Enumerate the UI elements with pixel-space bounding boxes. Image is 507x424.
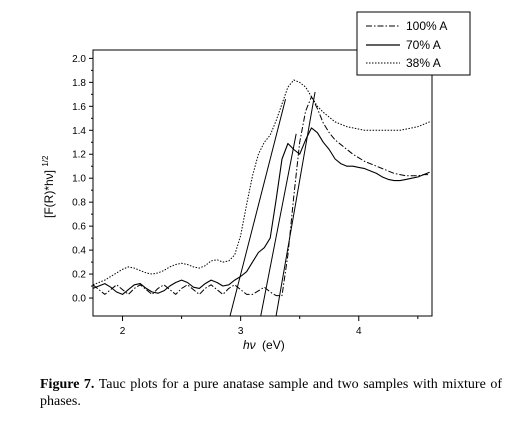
plot-area: 0.0 0.2 0.4 0.6 0.8 1.0 1.2 1.4 1.6 1.8 2.0 2 3 4	[72, 49, 433, 337]
y-tick-label: 1.6	[72, 102, 86, 113]
y-tick-label: 1.0	[72, 174, 86, 185]
y-tick-label: 2.0	[72, 54, 86, 65]
tangent-line	[229, 99, 287, 317]
legend-label-100: 100% A	[406, 19, 447, 33]
legend-box	[356, 11, 471, 76]
y-tick-label: 0.4	[72, 246, 86, 257]
y-tick-label: 0.2	[72, 270, 86, 281]
figure-caption: Figure 7. Tauc plots for a pure anatase …	[40, 376, 502, 410]
y-axis-title: [F(R)*hν] 1/2	[41, 155, 56, 218]
x-tick-label: 4	[356, 326, 362, 337]
legend-label-70: 70% A	[406, 38, 441, 52]
y-tick-label: 0.6	[72, 222, 86, 233]
y-tick-label: 0.8	[72, 198, 86, 209]
tangent-lines	[229, 91, 316, 317]
figure-caption-text: Tauc plots for a pure anatase sample and…	[40, 377, 502, 409]
x-axis-symbol: hν	[243, 338, 256, 352]
plot-frame	[92, 49, 433, 317]
series-lines	[92, 79, 430, 297]
series-line-1	[92, 127, 430, 295]
x-tick-label: 2	[120, 326, 126, 337]
series-line-0	[92, 96, 430, 297]
y-tick-label: 1.2	[72, 150, 86, 161]
x-axis-title: hν (eV)	[243, 338, 285, 352]
y-axis-superscript: 1/2	[41, 155, 50, 167]
y-tick-label: 1.4	[72, 126, 86, 137]
legend: 100% A 70% A 38% A	[356, 11, 471, 76]
figure-label: Figure 7.	[40, 377, 95, 392]
y-tick-label: 1.8	[72, 78, 86, 89]
y-tick-label: 0.0	[72, 294, 86, 305]
x-axis-unit: (eV)	[262, 338, 285, 352]
tangent-line	[260, 133, 297, 317]
y-axis: 0.0 0.2 0.4 0.6 0.8 1.0 1.2 1.4 1.6 1.8 2.0	[72, 54, 93, 305]
tauc-plot: 0.0 0.2 0.4 0.6 0.8 1.0 1.2 1.4 1.6 1.8 2.0 2 3 4 [F…	[41, 11, 471, 352]
y-axis-label: [F(R)*hν]	[42, 170, 56, 218]
x-tick-label: 3	[238, 326, 244, 337]
series-line-2	[92, 79, 430, 286]
legend-label-38: 38% A	[406, 56, 441, 70]
x-axis: 2 3 4	[120, 316, 419, 337]
tangent-line	[275, 91, 316, 317]
